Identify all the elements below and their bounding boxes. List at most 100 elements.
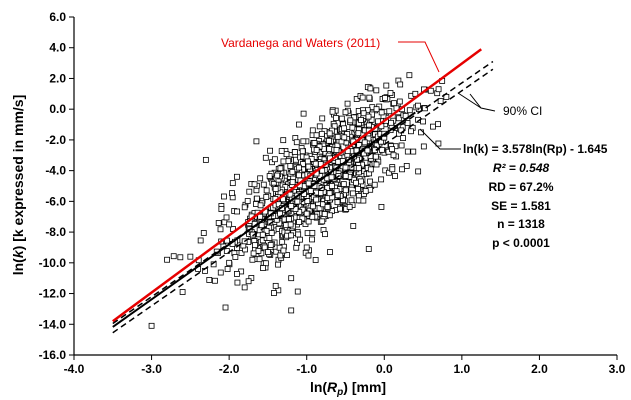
data-point (271, 290, 277, 296)
data-point (257, 202, 264, 209)
data-point (309, 203, 316, 210)
data-point (326, 146, 333, 152)
data-point (288, 232, 295, 239)
data-point (285, 158, 292, 165)
ci-line (112, 68, 494, 334)
data-point (261, 244, 268, 251)
data-point (249, 256, 256, 263)
data-point (263, 194, 270, 200)
y-tick-label: -6.0 (45, 194, 66, 208)
y-tick-label: -14.0 (39, 317, 67, 331)
data-point (386, 108, 393, 115)
data-point (309, 229, 316, 236)
data-point (334, 133, 341, 140)
data-point (202, 156, 209, 163)
data-point (435, 140, 442, 147)
data-point (262, 154, 269, 161)
data-point (355, 130, 362, 137)
data-point (148, 322, 155, 329)
data-point (226, 259, 233, 266)
rd-label: RD = 67.2% (488, 180, 553, 194)
data-point (312, 257, 319, 263)
data-point (334, 192, 341, 199)
data-point (265, 249, 271, 255)
data-point (272, 186, 279, 192)
data-point (238, 250, 245, 256)
data-point (288, 203, 295, 209)
data-point (287, 191, 294, 198)
ci-leader-upper (469, 93, 496, 112)
se-label: SE = 1.581 (491, 199, 551, 213)
data-point (222, 304, 229, 311)
data-point (342, 109, 349, 116)
data-point (387, 90, 394, 96)
data-point (221, 219, 228, 226)
data-point (420, 118, 426, 125)
data-point (234, 208, 240, 215)
data-point (373, 106, 380, 113)
data-point (378, 146, 385, 153)
data-point (415, 102, 421, 109)
data-point (362, 188, 369, 195)
data-point (378, 204, 385, 210)
data-point (296, 172, 302, 179)
data-point (326, 212, 333, 219)
data-point (241, 204, 248, 211)
data-point (295, 231, 302, 238)
data-point (287, 163, 294, 169)
data-point (263, 227, 270, 234)
data-point (360, 197, 367, 204)
data-point (358, 117, 364, 123)
x-tick-label: 2.0 (531, 362, 548, 376)
data-point (326, 137, 333, 144)
data-point (296, 219, 302, 225)
data-point (349, 190, 356, 197)
data-point (206, 277, 213, 283)
vardanega-label: Vardanega and Waters (2011) (221, 36, 380, 50)
vardanega-line (112, 48, 482, 323)
data-point (241, 284, 248, 291)
data-point (326, 190, 333, 197)
data-point (267, 242, 274, 248)
data-point (344, 100, 351, 107)
data-point (341, 125, 348, 132)
data-point (420, 143, 427, 150)
data-point (329, 108, 336, 115)
data-point (326, 130, 333, 137)
data-point (304, 198, 311, 204)
data-point (333, 147, 340, 153)
data-point (378, 109, 385, 116)
data-point (187, 253, 194, 260)
data-point (408, 128, 414, 135)
data-point (309, 127, 316, 134)
data-point (371, 181, 378, 188)
data-point (221, 193, 227, 200)
data-point (348, 197, 355, 204)
regression-lines (112, 41, 496, 334)
data-point (365, 113, 372, 120)
data-point (266, 173, 273, 179)
x-tick-label: -2.0 (219, 362, 240, 376)
data-point (200, 230, 207, 236)
data-point (210, 261, 217, 268)
data-point (412, 90, 419, 97)
x-axis-title: ln(Rp) [mm] (310, 379, 386, 398)
data-point (257, 175, 264, 182)
data-point (319, 115, 326, 122)
data-point (427, 87, 434, 94)
data-point (390, 152, 397, 159)
data-point (244, 198, 251, 204)
data-point (295, 164, 302, 171)
data-point (300, 110, 307, 117)
data-point (334, 199, 341, 206)
data-point (318, 130, 325, 137)
data-point (293, 139, 300, 146)
data-point (346, 203, 353, 210)
data-point (354, 156, 361, 163)
scatter-points (148, 72, 450, 329)
data-point (347, 117, 354, 124)
data-point (328, 174, 335, 181)
data-point (212, 277, 218, 284)
data-point (367, 166, 374, 173)
ci-line (112, 60, 494, 325)
